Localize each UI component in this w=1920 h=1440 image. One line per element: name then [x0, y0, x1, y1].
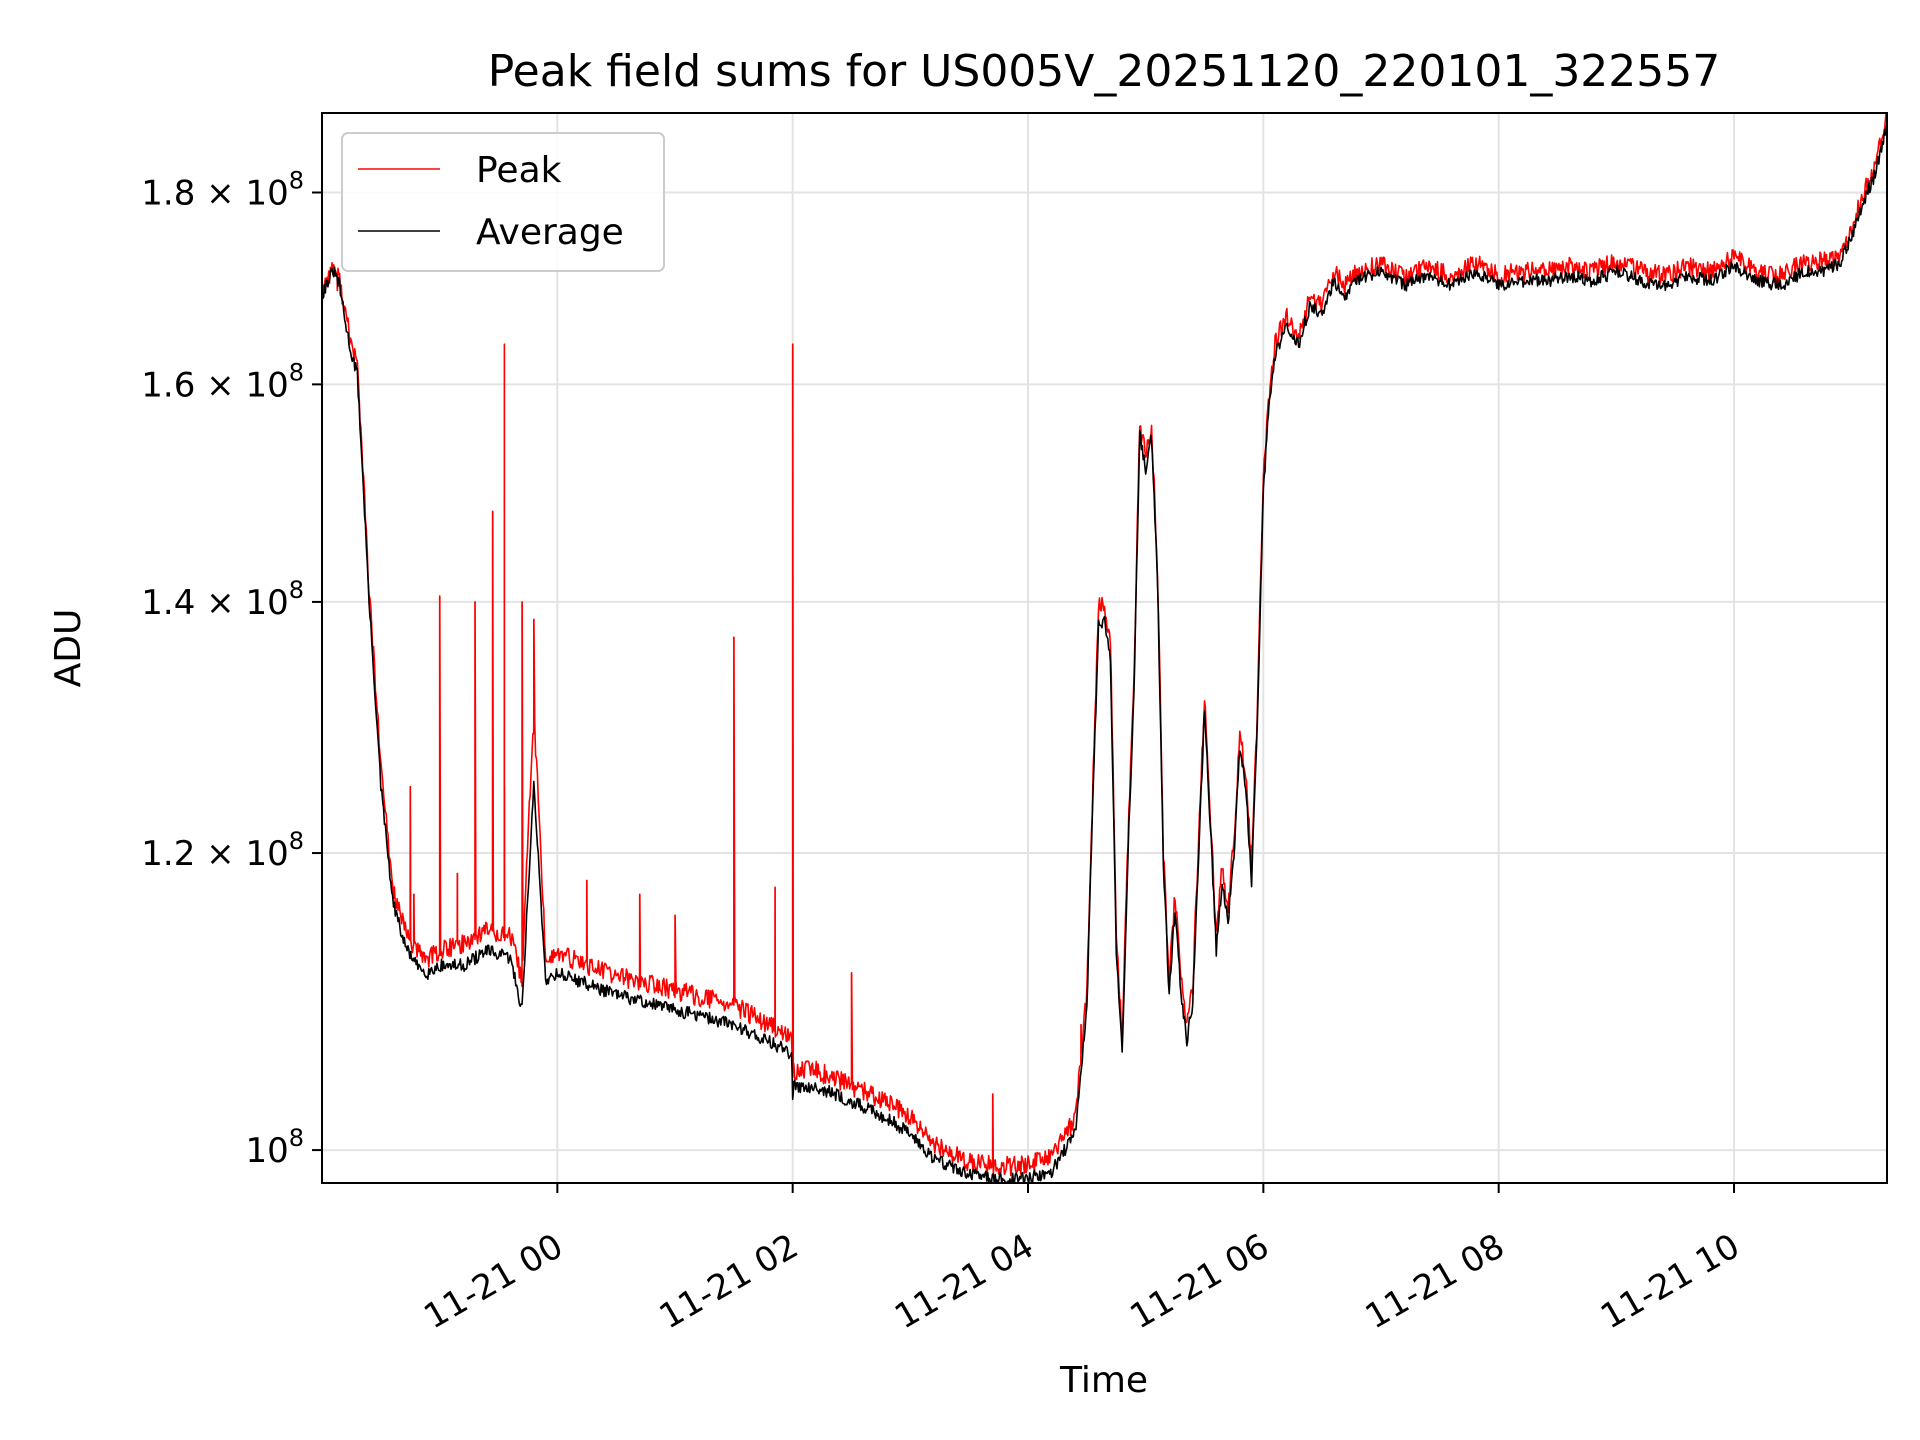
y-tick-mantissa: 1.2 ×: [141, 834, 245, 874]
y-tick-label: 1.6 × 108: [141, 358, 304, 405]
legend-label-peak: Peak: [476, 150, 562, 191]
y-tick-base: 10: [245, 583, 288, 623]
y-tick-label: 1.2 × 108: [141, 827, 304, 874]
y-tick-base: 10: [245, 365, 288, 405]
y-tick-exponent: 8: [289, 166, 304, 194]
series-layer: [321, 112, 1888, 1184]
y-tick-mantissa: 1.6 ×: [141, 365, 245, 405]
plot-frame: [321, 112, 1888, 1184]
y-tick-text: 1.8 × 108: [141, 166, 304, 213]
y-tick-base: 10: [245, 834, 288, 874]
series-line-average: [321, 121, 1888, 1184]
y-tick-base: 10: [245, 173, 288, 213]
y-tick-text: 1.2 × 108: [141, 827, 304, 874]
y-tick-exponent: 8: [289, 1124, 304, 1152]
y-tick-text: 1.6 × 108: [141, 358, 304, 405]
y-tick-text: 1.4 × 108: [141, 576, 304, 623]
y-tick-mantissa: 1.4 ×: [141, 583, 245, 623]
y-tick-label: 1.8 × 108: [141, 166, 304, 213]
legend-box: [341, 132, 665, 272]
y-axis-label: ADU: [48, 609, 89, 688]
y-tick-text: 108: [245, 1124, 304, 1171]
y-tick-label: 108: [245, 1124, 304, 1171]
x-axis-label: Time: [1059, 1360, 1148, 1401]
y-tick-label: 1.4 × 108: [141, 576, 304, 623]
chart-title: Peak field sums for US005V_20251120_2201…: [488, 46, 1721, 97]
legend: Peak Average: [341, 132, 665, 272]
legend-label-average: Average: [476, 212, 624, 253]
y-tick-mantissa: 1.8 ×: [141, 173, 245, 213]
series-line-peak: [321, 112, 1887, 1177]
y-tick-exponent: 8: [289, 827, 304, 855]
y-tick-exponent: 8: [289, 576, 304, 604]
y-tick-base: 10: [245, 1131, 288, 1171]
y-tick-exponent: 8: [289, 358, 304, 386]
